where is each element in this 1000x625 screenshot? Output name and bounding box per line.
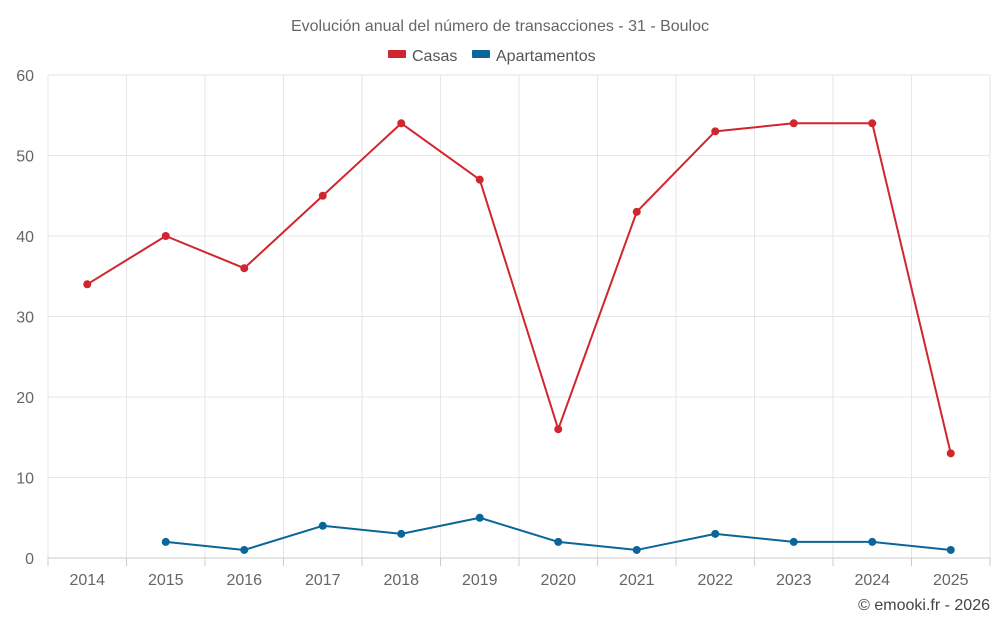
legend-label-casas[interactable]: Casas [412,48,457,65]
y-tick-label: 0 [25,551,34,568]
data-point-apartamentos [318,521,327,530]
y-tick-label: 10 [16,471,34,488]
x-tick-label: 2021 [619,572,655,589]
x-tick-label: 2015 [148,572,184,589]
axes [47,557,991,566]
legend-swatch-apartamentos [472,50,490,58]
data-point-casas [397,119,406,128]
y-axis-ticks: 0 10 20 30 40 50 60 [16,68,34,568]
data-point-apartamentos [789,537,798,546]
x-axis-ticks: 2014 2015 2016 2017 2018 2019 2020 2021 2022 2023… [69,572,968,589]
data-point-apartamentos [397,529,406,538]
data-point-casas [161,232,170,240]
series-casas [83,119,955,458]
gridlines [47,74,991,558]
x-tick-label: 2018 [383,572,419,589]
y-tick-label: 50 [16,149,34,166]
data-point-casas [632,207,641,216]
data-point-apartamentos [475,513,484,522]
data-point-apartamentos [240,545,249,554]
data-point-apartamentos [868,537,877,546]
x-tick-label: 2016 [226,572,262,589]
x-tick-label: 2024 [854,572,890,589]
data-point-apartamentos [711,529,720,538]
legend[interactable]: Casas Apartamentos [388,48,596,65]
data-point-apartamentos [946,545,955,554]
series-line-casas [86,122,952,454]
data-point-casas [240,264,249,273]
x-tick-label: 2025 [933,572,969,589]
y-tick-label: 40 [16,229,34,246]
legend-swatch-casas [388,50,406,58]
legend-label-apartamentos[interactable]: Apartamentos [496,48,596,65]
data-point-casas [83,280,92,289]
data-point-casas [318,191,327,200]
legend-item-casas[interactable]: Casas [388,48,457,65]
x-tick-label: 2022 [697,572,733,589]
credit-text: © emooki.fr - 2026 [858,597,990,614]
chart-title: Evolución anual del número de transaccio… [291,18,709,35]
series-apartamentos [161,513,955,554]
x-tick-label: 2017 [305,572,341,589]
data-point-casas [789,119,798,128]
x-tick-label: 2019 [462,572,498,589]
y-tick-label: 20 [16,390,34,407]
y-tick-label: 60 [16,68,34,85]
data-point-casas [711,127,720,136]
x-tick-label: 2020 [540,572,576,589]
series-layer [83,119,955,554]
data-point-apartamentos [161,537,170,546]
data-point-casas [868,119,877,128]
data-point-casas [475,175,484,184]
data-point-casas [554,425,563,434]
data-point-apartamentos [632,545,641,554]
x-tick-label: 2014 [69,572,105,589]
y-tick-label: 30 [16,310,34,327]
legend-item-apartamentos[interactable]: Apartamentos [472,48,596,65]
x-tick-label: 2023 [776,572,812,589]
data-point-apartamentos [554,537,563,546]
data-point-casas [946,449,955,458]
